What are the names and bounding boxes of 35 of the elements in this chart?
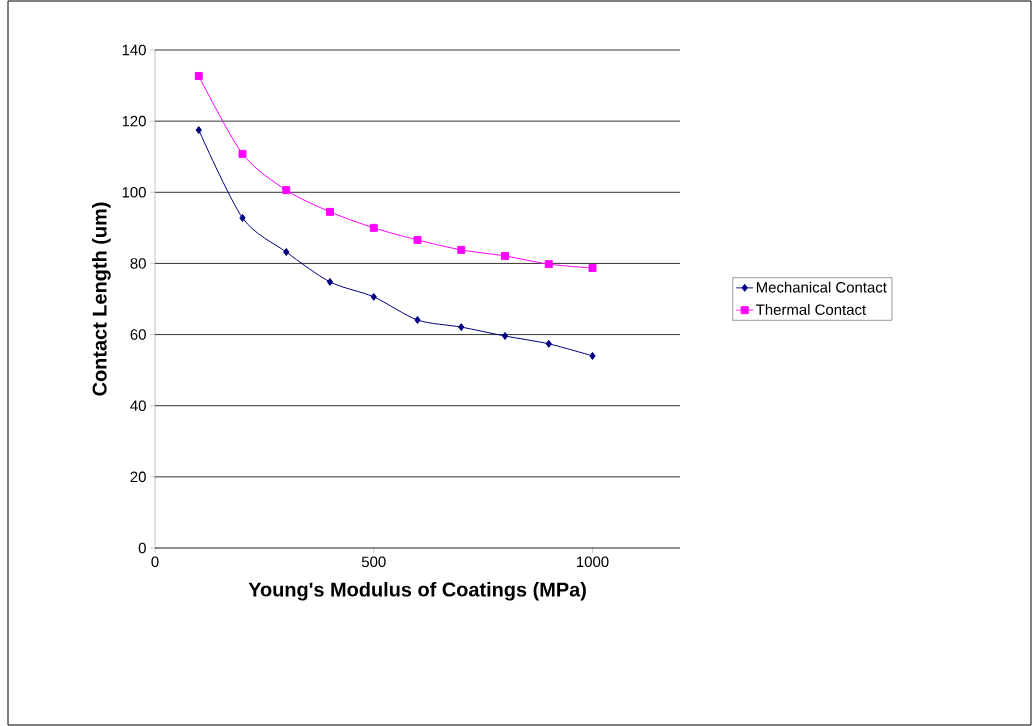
y-tick-label: 40	[130, 400, 146, 411]
point	[239, 213, 246, 222]
y-tick-label: 120	[122, 115, 146, 127]
x-tick-label: 500	[361, 556, 386, 568]
point	[457, 245, 466, 254]
point	[326, 207, 334, 216]
legend-label: Mechanical Contact	[756, 281, 887, 293]
point	[414, 316, 421, 324]
point	[589, 351, 596, 360]
point	[282, 186, 291, 195]
y-tick-label: 140	[122, 44, 146, 56]
point	[413, 235, 422, 244]
point	[195, 126, 202, 135]
x-tick-label: 0	[151, 556, 159, 568]
legend-label: Thermal Contact	[756, 303, 867, 315]
point	[369, 223, 378, 232]
x-axis-title: Young's Modulus of Coatings (MPa)	[248, 581, 586, 601]
point	[238, 149, 247, 158]
point	[544, 260, 553, 269]
y-tick-label: 0	[138, 542, 146, 554]
y-tick-label: 60	[130, 329, 146, 340]
y-axis-title: Contact Length (um)	[92, 202, 111, 396]
point	[501, 332, 509, 340]
y-tick-label: 20	[130, 471, 146, 483]
point	[501, 251, 509, 260]
y-tick-label: 100	[122, 186, 146, 198]
x-tick-label: 1000	[577, 556, 609, 568]
y-tick-label: 80	[130, 258, 146, 269]
point	[370, 292, 377, 301]
point	[545, 339, 552, 348]
point	[326, 277, 334, 286]
point	[283, 248, 290, 257]
point	[458, 323, 465, 332]
point	[588, 264, 597, 273]
point	[194, 71, 203, 80]
